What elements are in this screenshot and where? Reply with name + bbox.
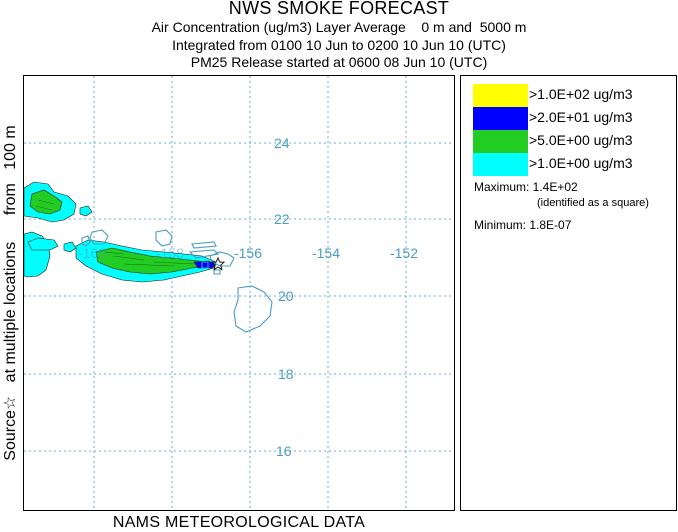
molokai-coast: [188, 249, 220, 259]
latitude-tick-label: 24: [274, 135, 290, 151]
smoke-map: 24 22 20 18 16 -160 -158 -156 -154 -152: [23, 76, 454, 510]
minimum-value: Minimum: 1.8E-07: [474, 218, 572, 232]
source-star: [210, 256, 226, 271]
plume-cyan-islet1: [63, 241, 77, 253]
plume-blue-core: [193, 260, 217, 269]
latitude-tick-label: 16: [276, 443, 292, 459]
chart-title: NWS SMOKE FORECAST: [228, 0, 450, 18]
longitude-tick-label: -158: [156, 245, 184, 261]
kahoolawe-coast: [213, 269, 221, 275]
longitude-tick-label: -160: [78, 245, 106, 261]
maximum-note: (identified as a square): [537, 197, 649, 209]
legend-label-blue: >2.0E+01 ug/m3: [529, 109, 633, 125]
source-star-marker: [210, 256, 226, 271]
source-label: Source☆ at multiple locations from 100 m: [2, 125, 19, 461]
longitude-tick-label: -152: [390, 245, 418, 261]
legend-panel: >1.0E+02 ug/m3 >2.0E+01 ug/m3 >5.0E+00 u…: [460, 75, 677, 511]
legend-label-green: >5.0E+00 ug/m3: [529, 132, 633, 148]
kauai-coast: [89, 229, 109, 245]
axis-tick-labels: 24 22 20 18 16 -160 -158 -156 -154 -152: [78, 135, 418, 459]
lanai-coast: [201, 261, 209, 269]
legend-swatch-cyan: [473, 153, 528, 176]
niihau-coast: [81, 235, 91, 247]
longitude-tick-label: -156: [234, 245, 262, 261]
maximum-value: Maximum: 1.4E+02: [474, 180, 578, 194]
chart-subtitle-concentration: Air Concentration (ug/m3) Layer Average …: [151, 19, 527, 35]
hawaiian-islands-coastline: [81, 229, 273, 333]
legend-swatch-green: [473, 130, 528, 153]
maui-coast: [209, 251, 235, 267]
latitude-tick-label: 22: [274, 211, 290, 227]
map-panel: 24 22 20 18 16 -160 -158 -156 -154 -152: [23, 75, 455, 511]
legend-swatch-blue: [473, 107, 528, 130]
latitude-tick-label: 18: [278, 366, 294, 382]
reef-small: [191, 241, 217, 249]
plume-cyan-fleck: [27, 237, 59, 251]
plume-contours: [35, 199, 195, 267]
oahu-coast: [155, 229, 173, 247]
chart-subtitle-release: PM25 Release started at 0600 08 Jun 10 (…: [190, 54, 488, 70]
plume-cyan-islet2: [79, 205, 93, 217]
longitude-tick-label: -154: [312, 245, 340, 261]
meteorological-data-label: NAMS METEOROLOGICAL DATA: [112, 514, 366, 531]
legend-label-yellow: >1.0E+02 ug/m3: [529, 86, 633, 102]
grid-lines: [24, 76, 454, 510]
hawaii-big-island-coast: [233, 285, 273, 333]
latitude-tick-label: 20: [278, 288, 294, 304]
chart-subtitle-integration: Integrated from 0100 10 Jun to 0200 10 J…: [172, 37, 506, 53]
legend-swatch-yellow: [473, 84, 528, 107]
smoke-plume: [23, 181, 217, 283]
legend-label-cyan: >1.0E+00 ug/m3: [529, 155, 633, 171]
